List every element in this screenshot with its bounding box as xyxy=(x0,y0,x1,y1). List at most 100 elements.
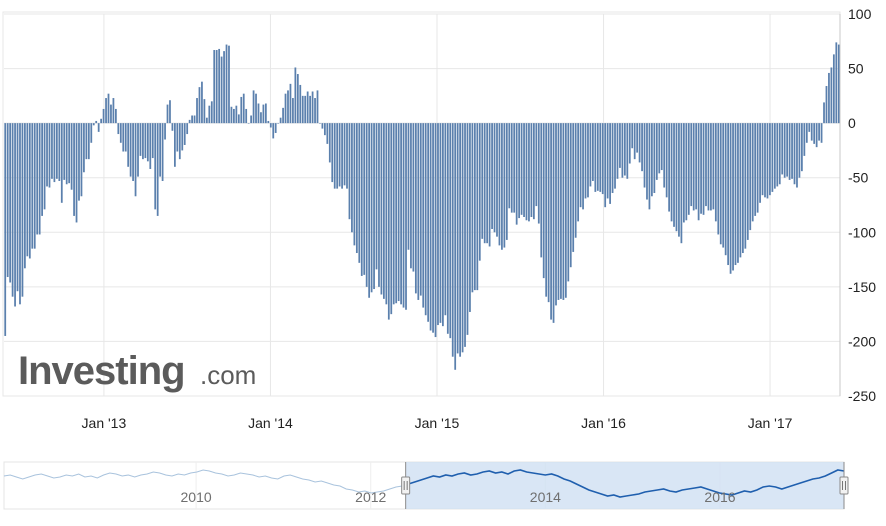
bar xyxy=(609,123,611,204)
bar xyxy=(139,123,142,156)
handle-grip[interactable] xyxy=(839,476,849,495)
bar xyxy=(174,123,176,167)
bar xyxy=(264,103,267,124)
bar xyxy=(97,123,100,132)
bar xyxy=(737,123,739,263)
bar xyxy=(11,123,14,297)
bar xyxy=(594,123,597,192)
bar xyxy=(257,103,260,124)
bar xyxy=(488,123,491,247)
navigator-selection[interactable] xyxy=(405,462,844,509)
bar xyxy=(294,67,297,124)
handle-grip[interactable] xyxy=(401,476,411,495)
bar xyxy=(230,106,233,124)
bar xyxy=(582,123,584,210)
bar xyxy=(107,93,110,124)
bar xyxy=(673,123,675,227)
bar xyxy=(818,123,820,141)
y-tick-label: 0 xyxy=(848,115,856,131)
bar xyxy=(518,123,521,219)
bar xyxy=(417,123,420,300)
bar xyxy=(596,123,599,191)
bar xyxy=(314,98,316,124)
bar xyxy=(6,123,9,278)
bar xyxy=(815,123,818,148)
bar xyxy=(515,123,518,225)
x-tick-label: Jan '17 xyxy=(748,415,793,431)
bar xyxy=(712,123,715,210)
bar xyxy=(4,123,7,336)
bar xyxy=(734,123,737,266)
bar xyxy=(564,123,567,298)
bar xyxy=(26,123,29,257)
bar xyxy=(395,123,398,304)
bar xyxy=(670,123,673,222)
bar xyxy=(368,123,371,298)
bar xyxy=(240,96,243,124)
bar xyxy=(166,104,169,124)
bar xyxy=(424,123,427,316)
bar xyxy=(92,123,95,126)
bar xyxy=(31,123,34,249)
investing-logo: Investing .com xyxy=(18,349,256,393)
bar xyxy=(245,108,248,124)
bar xyxy=(343,123,346,186)
bar xyxy=(555,123,557,306)
y-tick-label: -250 xyxy=(848,388,876,404)
bar xyxy=(810,123,813,141)
bar xyxy=(567,123,570,282)
bar xyxy=(820,123,823,143)
bar xyxy=(19,123,21,305)
bar xyxy=(341,123,343,189)
bar xyxy=(461,123,464,353)
bar xyxy=(491,123,493,230)
bar xyxy=(525,123,528,221)
navigator-right-handle[interactable] xyxy=(839,476,849,495)
bar xyxy=(193,115,196,124)
bar xyxy=(151,123,154,159)
bar xyxy=(584,123,587,199)
bar xyxy=(380,123,383,295)
bar xyxy=(619,123,621,168)
bar xyxy=(579,123,582,208)
bar xyxy=(540,123,543,258)
bar xyxy=(272,123,275,139)
bar xyxy=(778,123,781,185)
bar xyxy=(663,123,666,188)
bar xyxy=(687,123,690,215)
bar xyxy=(788,123,791,180)
bar xyxy=(695,123,698,210)
bar xyxy=(508,123,511,209)
bar xyxy=(685,123,688,221)
navigator-line xyxy=(408,469,845,498)
bar xyxy=(112,98,115,124)
bar xyxy=(577,123,580,222)
bar xyxy=(24,123,26,269)
navigator-left-handle[interactable] xyxy=(401,476,411,495)
bar xyxy=(105,98,107,124)
bar xyxy=(228,45,230,124)
bar xyxy=(446,123,449,334)
bar xyxy=(9,123,12,283)
bar xyxy=(38,123,41,235)
bar xyxy=(459,123,461,357)
bar xyxy=(496,123,498,237)
bar xyxy=(749,123,752,231)
bar xyxy=(397,123,400,302)
bar xyxy=(601,123,604,195)
bar xyxy=(697,123,700,221)
bar xyxy=(260,112,262,124)
bar xyxy=(572,123,575,252)
bar xyxy=(481,123,484,239)
x-tick-label: Jan '13 xyxy=(82,415,127,431)
bar xyxy=(636,123,639,153)
bar xyxy=(427,123,430,322)
bar xyxy=(247,123,250,124)
navigator-year-label: 2014 xyxy=(530,489,561,505)
navigator[interactable]: 2010 2012 2014 2016 xyxy=(3,461,849,510)
bar xyxy=(33,123,36,249)
bar xyxy=(43,123,46,210)
bar xyxy=(80,123,83,197)
bar xyxy=(727,123,730,266)
bar xyxy=(213,50,216,124)
